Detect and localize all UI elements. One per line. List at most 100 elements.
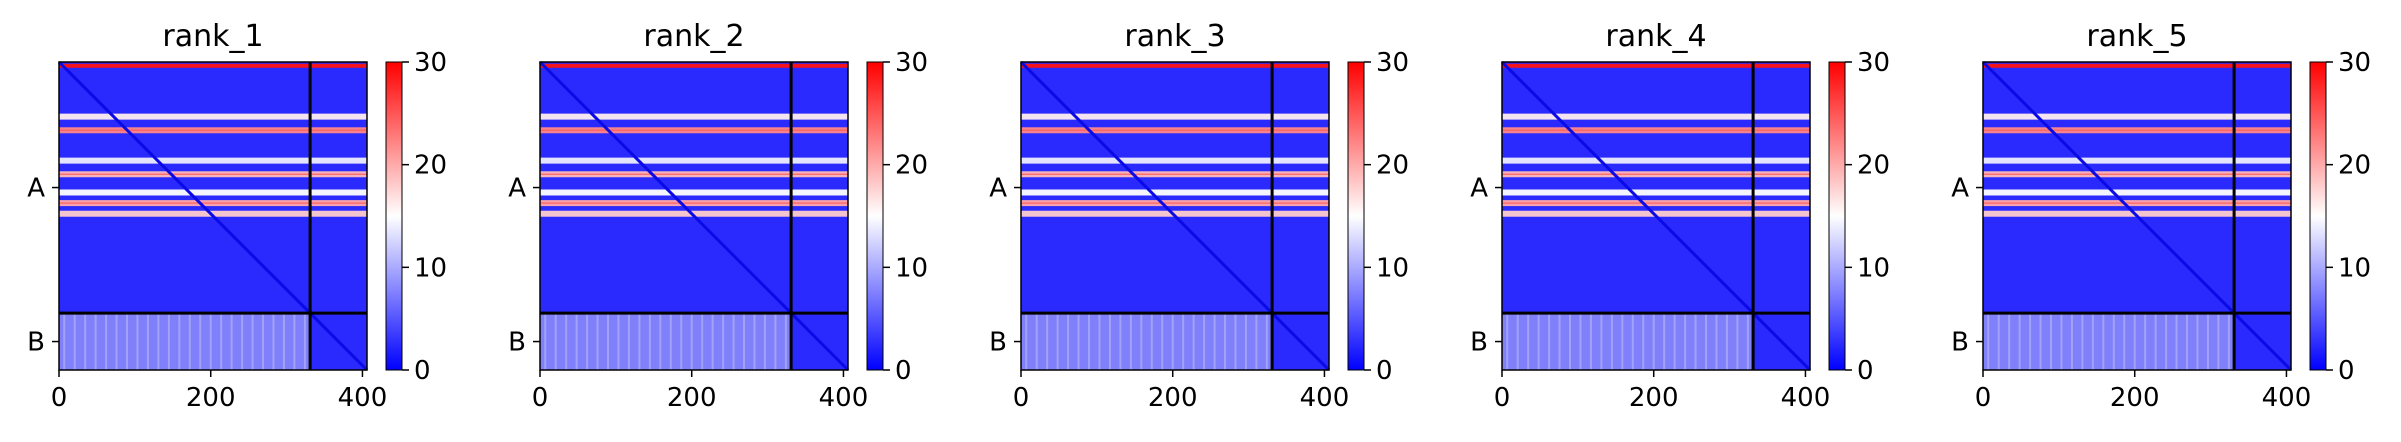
heatmap-row: [1502, 189, 1810, 196]
colorbar-tick-label: 10: [1376, 253, 1409, 283]
colorbar-tick-label: 20: [2338, 151, 2371, 181]
heatmap-row: [540, 210, 848, 217]
heatmap-diagonal: [2233, 312, 2293, 372]
panel-title: rank_2: [643, 19, 744, 54]
heatmap-row: [540, 113, 848, 120]
x-tick-label: 200: [667, 383, 717, 413]
colorbar-tick-label: 20: [414, 151, 447, 181]
x-tick-label: 200: [1148, 383, 1198, 413]
heatmap-row: [1021, 157, 1329, 164]
panel-title: rank_3: [1124, 19, 1225, 54]
colorbar-tick-label: 0: [1376, 356, 1393, 386]
axes-frame: [1020, 61, 1330, 371]
heatmap-row: [1502, 113, 1810, 120]
x-tick-label: 200: [2110, 383, 2160, 413]
heatmap-row: [1021, 189, 1329, 196]
x-tick-label: 400: [819, 383, 869, 413]
colorbar-tick-label: 30: [1376, 48, 1409, 78]
colorbar: [866, 61, 884, 371]
panel-title: rank_4: [1605, 19, 1706, 54]
heatmap-row: [59, 157, 367, 164]
heatmap-row: [59, 63, 367, 68]
heatmap-row: [1983, 113, 2291, 120]
heatmap-row: [1021, 113, 1329, 120]
y-tick-label: B: [1951, 328, 1969, 358]
colorbar-tick-label: 0: [2338, 356, 2355, 386]
colorbar-tick-label: 10: [414, 253, 447, 283]
colorbar-tick-label: 0: [1857, 356, 1874, 386]
heatmap-diagonal: [1019, 60, 1274, 315]
heatmap-diagonal: [1500, 60, 1755, 315]
x-tick-label: 200: [186, 383, 236, 413]
y-tick-label: A: [1951, 174, 1969, 204]
colorbar-tick-label: 30: [895, 48, 928, 78]
interchain-block: [59, 313, 311, 370]
x-tick-label: 400: [1300, 383, 1350, 413]
heatmap-row: [59, 189, 367, 196]
y-tick-label: B: [508, 328, 526, 358]
colorbar: [1828, 61, 1846, 371]
interchain-block: [540, 313, 792, 370]
colorbar-tick-label: 30: [1857, 48, 1890, 78]
y-tick-label: B: [989, 328, 1007, 358]
heatmap-row: [1502, 157, 1810, 164]
colorbar-tick-label: 10: [895, 253, 928, 283]
heatmap-diagonal: [309, 312, 369, 372]
colorbar-tick-label: 10: [2338, 253, 2371, 283]
heatmap-diagonal: [790, 312, 850, 372]
heatmap-row: [1983, 189, 2291, 196]
x-tick-label: 0: [1013, 383, 1030, 413]
y-tick-label: A: [1470, 174, 1488, 204]
heatmap-row: [59, 113, 367, 120]
interchain-block: [1502, 313, 1754, 370]
x-tick-label: 400: [1781, 383, 1831, 413]
x-tick-label: 0: [1494, 383, 1511, 413]
x-tick-label: 200: [1629, 383, 1679, 413]
x-tick-label: 400: [338, 383, 388, 413]
colorbar: [1347, 61, 1365, 371]
x-tick-label: 0: [1975, 383, 1992, 413]
axes-frame: [1982, 61, 2292, 371]
colorbar-tick-label: 30: [2338, 48, 2371, 78]
panel-title: rank_5: [2086, 19, 2187, 54]
heatmap-diagonal: [538, 60, 793, 315]
heatmap-row: [1502, 63, 1810, 68]
heatmap-row: [540, 63, 848, 68]
interchain-block: [1021, 313, 1273, 370]
x-tick-label: 0: [532, 383, 549, 413]
colorbar: [2309, 61, 2327, 371]
panel-title: rank_1: [162, 19, 263, 54]
heatmap-row: [540, 189, 848, 196]
colorbar: [385, 61, 403, 371]
colorbar-tick-label: 20: [1857, 151, 1890, 181]
axes-frame: [1501, 61, 1811, 371]
heatmap-row: [59, 210, 367, 217]
colorbar-tick-label: 30: [414, 48, 447, 78]
heatmap-row: [1983, 210, 2291, 217]
y-tick-label: A: [508, 174, 526, 204]
heatmap-row: [1021, 63, 1329, 68]
y-tick-label: A: [27, 174, 45, 204]
interchain-block: [1983, 313, 2235, 370]
heatmap-row: [540, 157, 848, 164]
colorbar-tick-label: 0: [414, 356, 431, 386]
colorbar-tick-label: 10: [1857, 253, 1890, 283]
x-tick-label: 400: [2262, 383, 2312, 413]
x-tick-label: 0: [51, 383, 68, 413]
y-tick-label: B: [27, 328, 45, 358]
colorbar-tick-label: 0: [895, 356, 912, 386]
axes-frame: [539, 61, 849, 371]
heatmap-diagonal: [57, 60, 312, 315]
colorbar-tick-label: 20: [1376, 151, 1409, 181]
axes-frame: [58, 61, 368, 371]
y-tick-label: A: [989, 174, 1007, 204]
heatmap-row: [1502, 210, 1810, 217]
heatmap-diagonal: [1752, 312, 1812, 372]
y-tick-label: B: [1470, 328, 1488, 358]
heatmap-diagonal: [1271, 312, 1331, 372]
